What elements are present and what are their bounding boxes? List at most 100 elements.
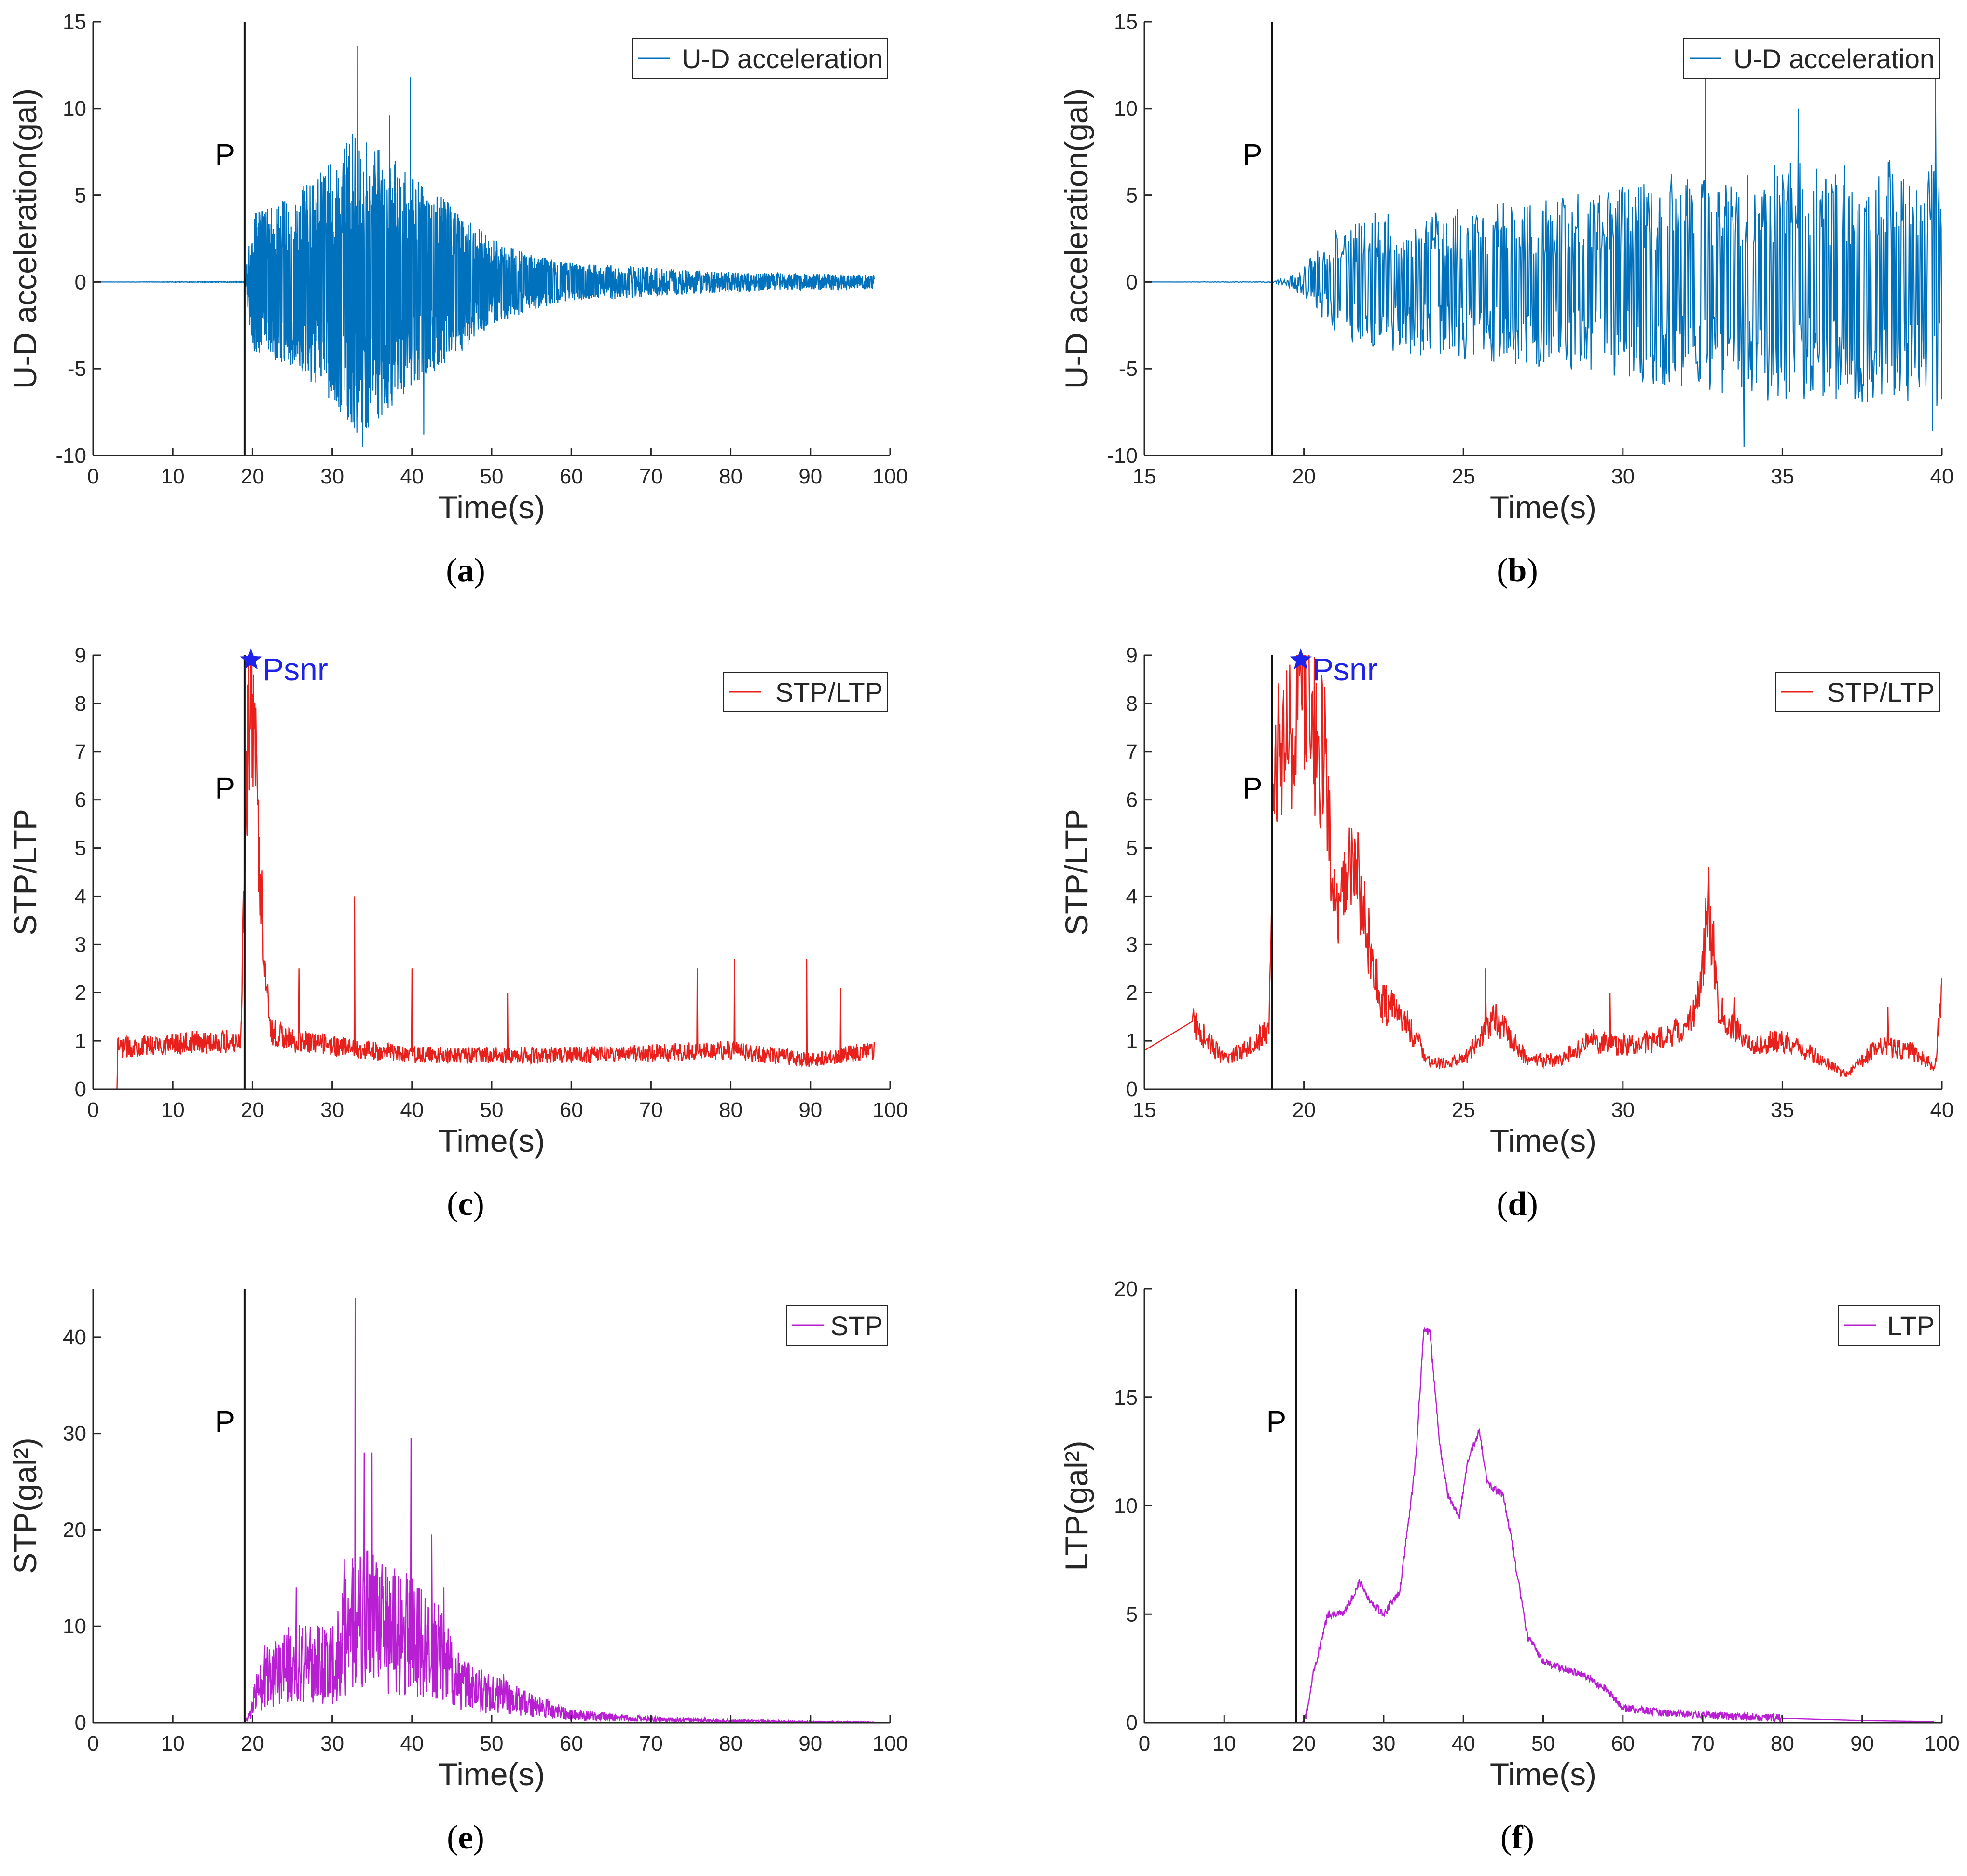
x-tick-label: 80: [1771, 1732, 1794, 1755]
x-tick-label: 100: [872, 1732, 908, 1755]
y-axis-title: U-D acceleration(gal): [7, 88, 43, 389]
x-tick-label: 35: [1771, 1098, 1794, 1122]
panel-caption: (c): [447, 1186, 484, 1223]
x-tick-label: 20: [1292, 465, 1316, 488]
psnr-marker-icon: [240, 648, 262, 670]
y-tick-label: 0: [75, 270, 86, 294]
y-tick-label: 40: [63, 1325, 86, 1349]
legend-label: STP/LTP: [775, 677, 883, 707]
x-tick-label: 40: [1930, 465, 1954, 488]
y-tick-label: 8: [1126, 692, 1138, 716]
y-tick-label: 15: [1114, 10, 1138, 34]
y-axis-title: LTP(gal²): [1059, 1440, 1094, 1571]
x-tick-label: 20: [241, 1098, 264, 1122]
chart-panel-c: P 0 10 20 30 40 50 60 70 80 90 100 0 1 2 3 4 5 6 7 8 9 Time(s)…: [7, 644, 908, 1223]
y-tick-label: 10: [1114, 1494, 1138, 1518]
x-axis-title: Time(s): [438, 1756, 545, 1792]
series-line-e: [93, 1298, 875, 1723]
x-tick-label: 10: [1212, 1732, 1236, 1755]
y-tick-label: 7: [1126, 740, 1138, 764]
x-tick-label: 100: [872, 1098, 908, 1122]
x-tick-label: 70: [639, 465, 663, 488]
x-tick-label: 50: [480, 465, 504, 488]
x-axis-title: Time(s): [1490, 489, 1596, 525]
y-axis-title: STP(gal²): [7, 1437, 43, 1573]
x-tick-label: 20: [241, 465, 264, 488]
series-line-c: [93, 655, 875, 1089]
y-tick-label: 2: [1126, 981, 1138, 1005]
x-tick-label: 40: [1930, 1098, 1954, 1122]
legend-label: U-D acceleration: [1733, 43, 1935, 74]
y-tick-label: 10: [63, 97, 86, 121]
p-arrival-label: P: [215, 1406, 235, 1439]
y-tick-label: 30: [63, 1422, 86, 1446]
p-arrival-label: P: [215, 772, 235, 805]
x-tick-label: 20: [1292, 1098, 1316, 1122]
y-tick-label: 15: [63, 10, 86, 34]
x-tick-label: 100: [1924, 1732, 1959, 1755]
y-tick-label: 0: [75, 1077, 86, 1101]
x-tick-label: 70: [1691, 1732, 1715, 1755]
x-tick-label: 70: [639, 1098, 663, 1122]
p-arrival-label: P: [1266, 1406, 1286, 1439]
y-tick-label: 7: [75, 740, 86, 764]
x-tick-label: 40: [400, 465, 424, 488]
y-tick-label: 5: [1126, 184, 1138, 207]
x-tick-label: 10: [161, 1732, 185, 1755]
x-tick-label: 90: [1850, 1732, 1874, 1755]
x-tick-label: 80: [719, 1732, 743, 1755]
x-tick-label: 25: [1452, 465, 1475, 488]
chart-panel-e: P 0 10 20 30 40 50 60 70 80 90 100 0 10 20 30 40 Time(s) S…: [7, 1289, 908, 1856]
legend-label: LTP: [1887, 1310, 1935, 1341]
y-tick-label: 15: [1114, 1386, 1138, 1409]
y-axis-title: U-D acceleration(gal): [1059, 88, 1094, 389]
x-tick-label: 0: [87, 1098, 99, 1122]
series-line-a: [93, 46, 875, 447]
x-tick-label: 40: [400, 1098, 424, 1122]
x-tick-label: 80: [719, 465, 743, 488]
legend-label: STP: [830, 1310, 883, 1341]
x-tick-label: 30: [1611, 1098, 1635, 1122]
x-tick-label: 80: [719, 1098, 743, 1122]
series-line-b: [1144, 73, 1942, 447]
y-tick-label: 5: [1126, 837, 1138, 860]
legend-box: [1683, 38, 1940, 79]
y-axis-title: STP/LTP: [7, 809, 43, 936]
x-tick-label: 40: [1452, 1732, 1475, 1755]
panel-caption: (e): [447, 1819, 484, 1856]
x-tick-label: 10: [161, 465, 185, 488]
panel-caption: (b): [1497, 552, 1538, 589]
legend: STP/LTP: [1775, 672, 1940, 712]
x-tick-label: 20: [1292, 1732, 1316, 1755]
x-tick-label: 90: [798, 465, 822, 488]
legend: STP: [786, 1305, 888, 1346]
x-tick-label: 30: [320, 1732, 344, 1755]
x-tick-label: 30: [1372, 1732, 1395, 1755]
y-tick-label: 0: [1126, 1711, 1138, 1735]
x-tick-label: 30: [1611, 465, 1635, 488]
y-tick-label: 20: [63, 1518, 86, 1542]
y-tick-label: -10: [55, 444, 86, 468]
x-tick-label: 60: [560, 1098, 583, 1122]
y-tick-label: 3: [75, 933, 86, 956]
x-tick-label: 90: [798, 1732, 822, 1755]
y-tick-label: 4: [75, 884, 86, 908]
legend: LTP: [1838, 1305, 1940, 1346]
psnr-label: Psnr: [262, 651, 328, 687]
x-tick-label: 20: [241, 1732, 264, 1755]
x-tick-label: 0: [87, 465, 99, 488]
legend-label: STP/LTP: [1827, 677, 1935, 707]
y-tick-label: 1: [75, 1029, 86, 1053]
x-tick-label: 90: [798, 1098, 822, 1122]
x-tick-label: 15: [1133, 465, 1156, 488]
y-tick-label: -10: [1107, 444, 1138, 468]
y-tick-label: 3: [1126, 933, 1138, 956]
x-tick-label: 0: [87, 1732, 99, 1755]
series-line-f: [1144, 1326, 1934, 1723]
series-line-d: [1144, 655, 1942, 1078]
x-tick-label: 50: [480, 1098, 504, 1122]
y-tick-label: -5: [1119, 357, 1138, 381]
panel-caption: (f): [1500, 1819, 1534, 1856]
y-tick-label: -5: [68, 357, 86, 381]
